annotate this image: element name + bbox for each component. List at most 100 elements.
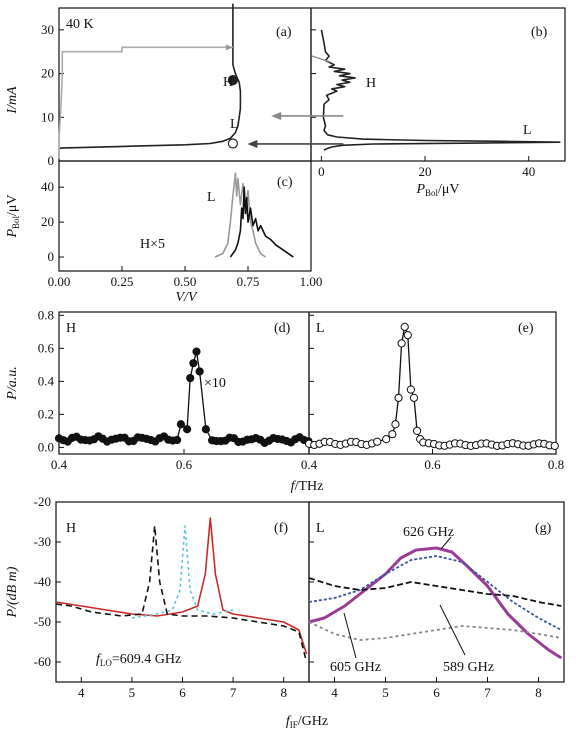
point-e-17 [394,393,403,402]
ytick-label-d-4: 0.8 [38,307,54,322]
point-d-30 [186,373,195,383]
panel-f-letter: (f) [274,521,288,536]
panel-d-letter: (d) [274,321,291,336]
temperature-label: 40 K [66,17,94,32]
xtick-label-e-1: 0.6 [424,457,441,472]
xtick-label-f-3: 7 [230,685,237,700]
ylabel-a: I/mA [5,86,20,115]
point-e-16 [391,420,400,429]
xlabel-b: PBol/μV [415,182,459,198]
ytick-label-a-3: 30 [41,22,54,37]
panel-b-frame [310,7,566,162]
xtick-label-f-2: 6 [179,685,186,700]
series-line-c-1 [229,186,294,258]
lo-frequency-label: fLO=609.4 GHz [96,652,181,668]
ylabel-f: P/(dB m) [5,566,20,618]
xtick-label-c-3: 0.75 [237,274,260,289]
series-line-g-1 [308,555,562,631]
xlabel-fg: fIF/GHz [286,714,328,730]
series-line-b-0 [320,29,561,151]
ytick-label-a-2: 20 [41,66,54,81]
leader-626ghz [440,536,452,550]
marker-h5-c: H×5 [140,237,165,252]
xtick-label-e-0: 0.4 [301,457,318,472]
ytick-label-d-2: 0.4 [38,373,55,388]
point-e-19 [400,322,409,331]
leader-589ghz [439,604,466,656]
point-e-13 [373,437,382,446]
ytick-label-f-1: -50 [34,614,51,629]
series-line-f-1 [55,525,308,663]
xtick-label-b-1: 20 [419,164,432,179]
xtick-label-b-0: 0 [318,164,325,179]
xtick-label-f-1: 5 [129,685,136,700]
xtick-label-b-2: 40 [522,164,535,179]
xtick-label-f-4: 8 [280,685,287,700]
ylabel-c: PBol/μV [5,194,21,238]
marker-l-c: L [207,190,216,205]
leader-605ghz [343,612,357,659]
panel-b-letter: (b) [531,25,548,40]
label-605ghz: 605 GHz [330,660,381,675]
label-626ghz: 626 GHz [403,525,454,540]
point-d-28 [176,420,185,429]
panel-a-letter: (a) [276,25,292,40]
point-d-33 [195,367,204,376]
arrow-tip-a-upper [225,44,233,51]
arrow-head-b-1 [247,139,258,148]
series-line-a-1 [58,46,233,159]
ytick-label-c-2: 40 [41,179,54,194]
marker-l-b: L [523,123,532,138]
point-e-23 [412,426,422,435]
series-line-e-0 [308,324,555,447]
ytick-label-c-0: 0 [48,249,55,264]
point-e-18 [397,339,406,348]
label-589ghz: 589 GHz [443,660,494,675]
ytick-label-d-3: 0.6 [38,340,55,355]
series-line-g-2 [308,577,562,607]
point-d-34 [201,425,210,434]
xlabel-c: V/V [176,290,198,305]
ytick-label-f-2: -40 [34,574,51,589]
panel-c-letter: (c) [277,175,293,190]
xtick-label-e-2: 0.8 [548,457,564,472]
arrow-line-b-top [311,55,331,63]
point-e-20 [403,331,412,340]
series-line-g-0 [308,546,563,660]
xlabel-de: f/THz [291,479,324,494]
point-a-H [227,75,238,86]
xtick-label-g-2: 6 [433,685,440,700]
panel-c-frame [58,160,312,272]
marker-l-e: L [316,321,325,336]
xtick-label-c-1: 0.25 [111,274,134,289]
ytick-label-f-3: -30 [34,534,51,549]
ytick-label-a-0: 0 [48,153,55,168]
point-a-L [227,138,238,149]
marker-h-a: H [223,75,233,90]
point-e-14 [382,435,391,444]
point-d-29 [183,425,192,434]
point-d-32 [192,347,201,356]
series-line-f-0 [55,517,308,655]
point-d-27 [173,435,182,445]
panel-f-frame [55,501,310,683]
marker-h-b: H [366,76,376,91]
ytick-label-d-1: 0.2 [38,406,54,421]
series-line-g-3 [308,621,562,641]
xtick-label-f-0: 4 [78,685,85,700]
point-e-15 [388,430,397,439]
series-line-c-0 [214,172,267,258]
ytick-label-d-0: 0.0 [38,439,54,454]
xtick-label-c-2: 0.50 [174,274,197,289]
xtick-label-g-1: 5 [382,685,389,700]
point-d-31 [189,359,198,368]
ylabel-d: P/a.u. [5,366,20,400]
xtick-label-g-0: 4 [331,685,338,700]
ytick-label-c-1: 20 [41,214,54,229]
panel-e-letter: (e) [518,321,534,336]
panel-g-letter: (g) [535,521,552,536]
ytick-label-f-4: -20 [34,494,51,509]
point-e-50 [550,441,559,450]
marker-h-f: H [66,521,76,536]
